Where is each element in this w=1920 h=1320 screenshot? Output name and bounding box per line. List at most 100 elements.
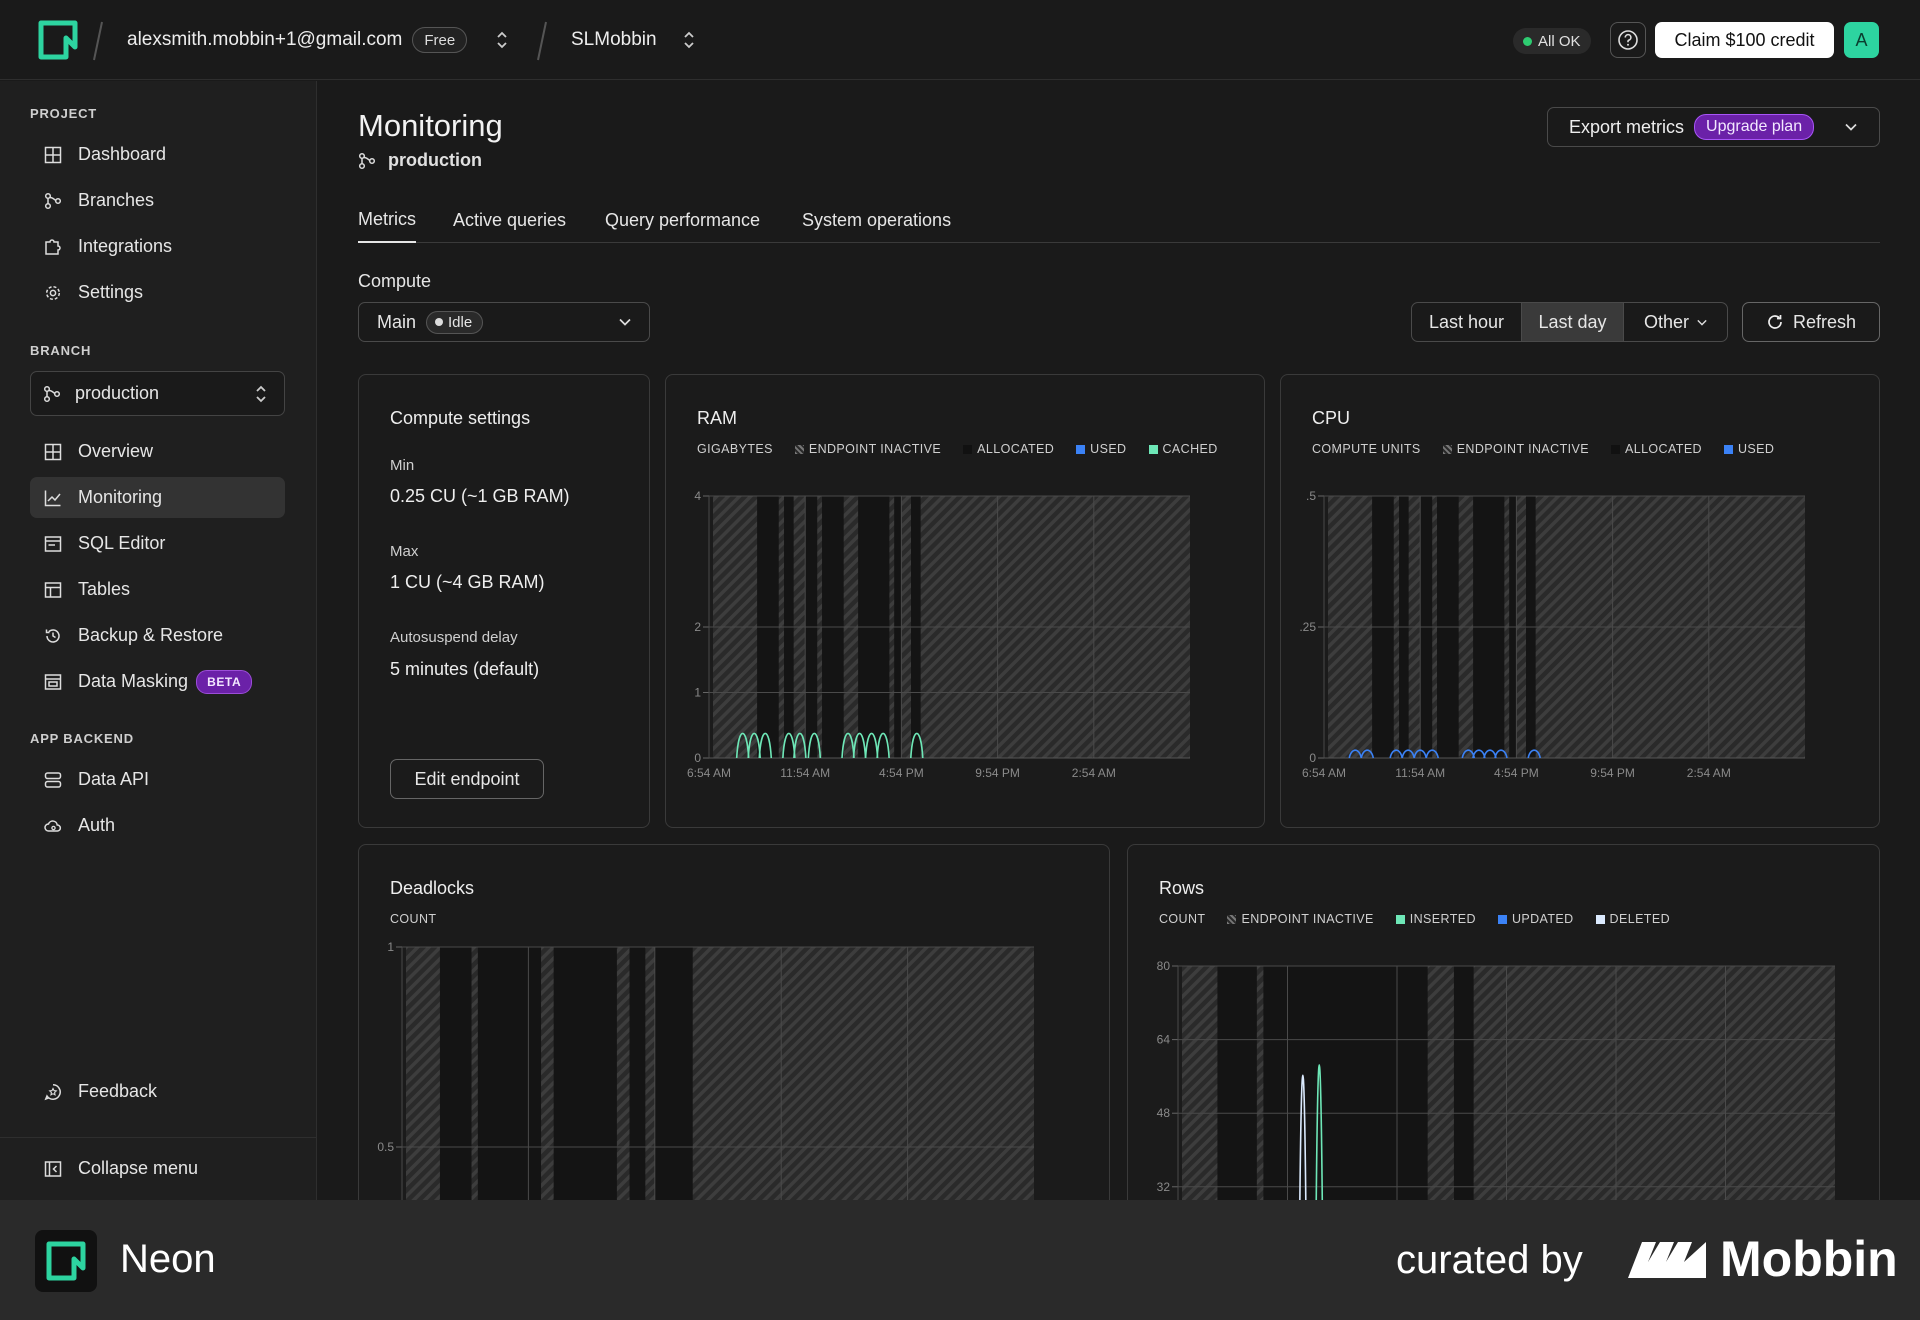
sidebar-item-monitoring[interactable]: Monitoring (30, 477, 285, 518)
compute-label: Compute (358, 271, 432, 291)
tab-system-operations[interactable]: System operations (802, 210, 952, 230)
footer-banner (0, 1200, 1920, 1320)
sidebar-item-data-masking[interactable]: Data Masking BETA (30, 661, 285, 702)
compute-value: Main (377, 311, 417, 332)
legend-deleted[interactable]: DELETED (1595, 912, 1670, 926)
sidebar-item-label: Backup & Restore (78, 625, 224, 645)
chart-legend: COUNT (390, 912, 436, 926)
swatch-icon (1497, 914, 1507, 924)
chevron-updown-icon (256, 385, 266, 402)
footer-brand: Neon (120, 1237, 216, 1281)
x-tick-label: 9:54 PM (1590, 766, 1635, 780)
swatch-icon (963, 444, 973, 454)
range-last-hour[interactable]: Last hour (1412, 303, 1522, 341)
active-region (1453, 966, 1474, 1243)
sidebar-item-dashboard[interactable]: Dashboard (30, 134, 285, 175)
swatch-icon (1724, 444, 1733, 454)
x-tick-label: 2:54 AM (1072, 766, 1116, 780)
neon-logo-icon[interactable] (38, 20, 78, 60)
monitoring-tabs: Metrics Active queries Query performance… (358, 198, 1880, 243)
edit-endpoint-button[interactable]: Edit endpoint (390, 759, 544, 799)
sidebar-item-tables[interactable]: Tables (30, 569, 285, 610)
footer-curated: curated by (1396, 1238, 1583, 1282)
legend-endpoint-inactive[interactable]: ENDPOINT INACTIVE (1442, 442, 1589, 456)
legend-cached[interactable]: CACHED (1148, 442, 1218, 456)
legend-updated[interactable]: UPDATED (1497, 912, 1574, 926)
cloud-user-icon (42, 815, 64, 837)
sidebar-item-feedback[interactable]: Feedback (30, 1071, 285, 1112)
editor-icon (42, 533, 64, 555)
sidebar-item-auth[interactable]: Auth (30, 805, 285, 846)
tab-query-performance[interactable]: Query performance (605, 210, 761, 230)
legend-endpoint-inactive[interactable]: ENDPOINT INACTIVE (1227, 912, 1373, 926)
legend-inserted[interactable]: INSERTED (1395, 912, 1476, 926)
range-other[interactable]: Other (1623, 303, 1727, 341)
compute-state-badge: Idle (426, 310, 484, 334)
sidebar-item-integrations[interactable]: Integrations (30, 226, 285, 267)
rows-chart-card: Rows COUNT ENDPOINT INACTIVE INSERTED UP… (1127, 844, 1880, 1244)
y-tick-label: 32 (1157, 1180, 1171, 1194)
separator-icon (537, 21, 547, 61)
tab-metrics[interactable]: Metrics (358, 198, 416, 243)
data-spike (1494, 749, 1508, 759)
sidebar-item-overview[interactable]: Overview (30, 431, 285, 472)
y-tick-label: 0 (694, 751, 701, 765)
x-tick-label: 6:54 AM (1302, 766, 1346, 780)
data-spike (864, 732, 879, 759)
compute-selector[interactable]: Main Idle (358, 302, 650, 342)
branch-icon (43, 385, 61, 403)
project-switcher[interactable]: SLMobbin (571, 0, 657, 80)
y-tick-label: 1 (387, 940, 394, 954)
sidebar-item-branches[interactable]: Branches (30, 180, 285, 221)
tab-active-queries[interactable]: Active queries (453, 210, 567, 230)
chart-unit: COUNT (390, 912, 437, 926)
active-region (477, 947, 542, 1243)
chevron-updown-icon[interactable] (682, 28, 696, 52)
sidebar-item-label: Data Masking (78, 671, 189, 691)
collapse-menu-button[interactable]: Collapse menu (30, 1148, 285, 1189)
legend-used[interactable]: USED (1076, 442, 1126, 456)
claim-credit-button[interactable]: Claim $100 credit (1655, 22, 1834, 58)
y-tick-label: .5 (1306, 489, 1316, 503)
help-button[interactable] (1610, 22, 1646, 58)
branch-selector[interactable]: production (30, 371, 285, 416)
data-spike (1413, 749, 1427, 759)
legend-allocated[interactable]: ALLOCATED (1610, 442, 1702, 456)
chevron-down-icon (619, 318, 631, 326)
sidebar-item-backup-restore[interactable]: Backup & Restore (30, 615, 285, 656)
chart-unit: COMPUTE UNITS (1312, 442, 1421, 456)
sidebar-item-label: Data API (78, 769, 150, 789)
status-dot-icon (1523, 36, 1532, 46)
refresh-button[interactable]: Refresh (1742, 302, 1880, 342)
legend-used[interactable]: USED (1724, 442, 1774, 456)
branch-name: production (388, 150, 482, 170)
sidebar (0, 81, 317, 1200)
range-last-day[interactable]: Last day (1522, 303, 1623, 341)
ram-chart: 0 1 2 4 6:54 AM 11:54 AM 4:54 PM 9:54 PM 2:54 AM (666, 375, 1190, 780)
chart-title: CPU (1312, 408, 1351, 428)
legend-endpoint-inactive[interactable]: ENDPOINT INACTIVE (794, 442, 941, 456)
grid-icon (42, 144, 64, 166)
collapse-icon (42, 1158, 64, 1180)
mask-icon (42, 671, 64, 693)
sidebar-item-data-api[interactable]: Data API (30, 759, 285, 800)
active-region (1217, 966, 1257, 1243)
data-spike (735, 732, 750, 759)
sidebar-item-label: Integrations (78, 236, 173, 256)
avatar[interactable]: A (1844, 22, 1879, 58)
chevron-updown-icon[interactable] (495, 28, 509, 52)
footer-mobbin: Mobbin (1720, 1231, 1898, 1287)
sidebar-item-settings[interactable]: Settings (30, 272, 285, 313)
min-label: Min (390, 457, 415, 474)
compute-settings-card: Compute settings Min 0.25 CU (~1 GB RAM)… (358, 374, 650, 828)
sidebar-item-sql-editor[interactable]: SQL Editor (30, 523, 285, 564)
active-region (654, 947, 693, 1243)
legend-allocated[interactable]: ALLOCATED (963, 442, 1054, 456)
upgrade-plan-badge[interactable]: Upgrade plan (1694, 114, 1815, 140)
sidebar-divider (0, 1137, 317, 1138)
account-switcher[interactable]: alexsmith.mobbin+1@gmail.com Free (127, 0, 468, 80)
min-value: 0.25 CU (~1 GB RAM) (390, 486, 570, 506)
gear-icon (42, 282, 64, 304)
status-badge[interactable]: All OK (1513, 28, 1591, 54)
export-metrics-button[interactable]: Export metrics Upgrade plan (1547, 107, 1880, 147)
